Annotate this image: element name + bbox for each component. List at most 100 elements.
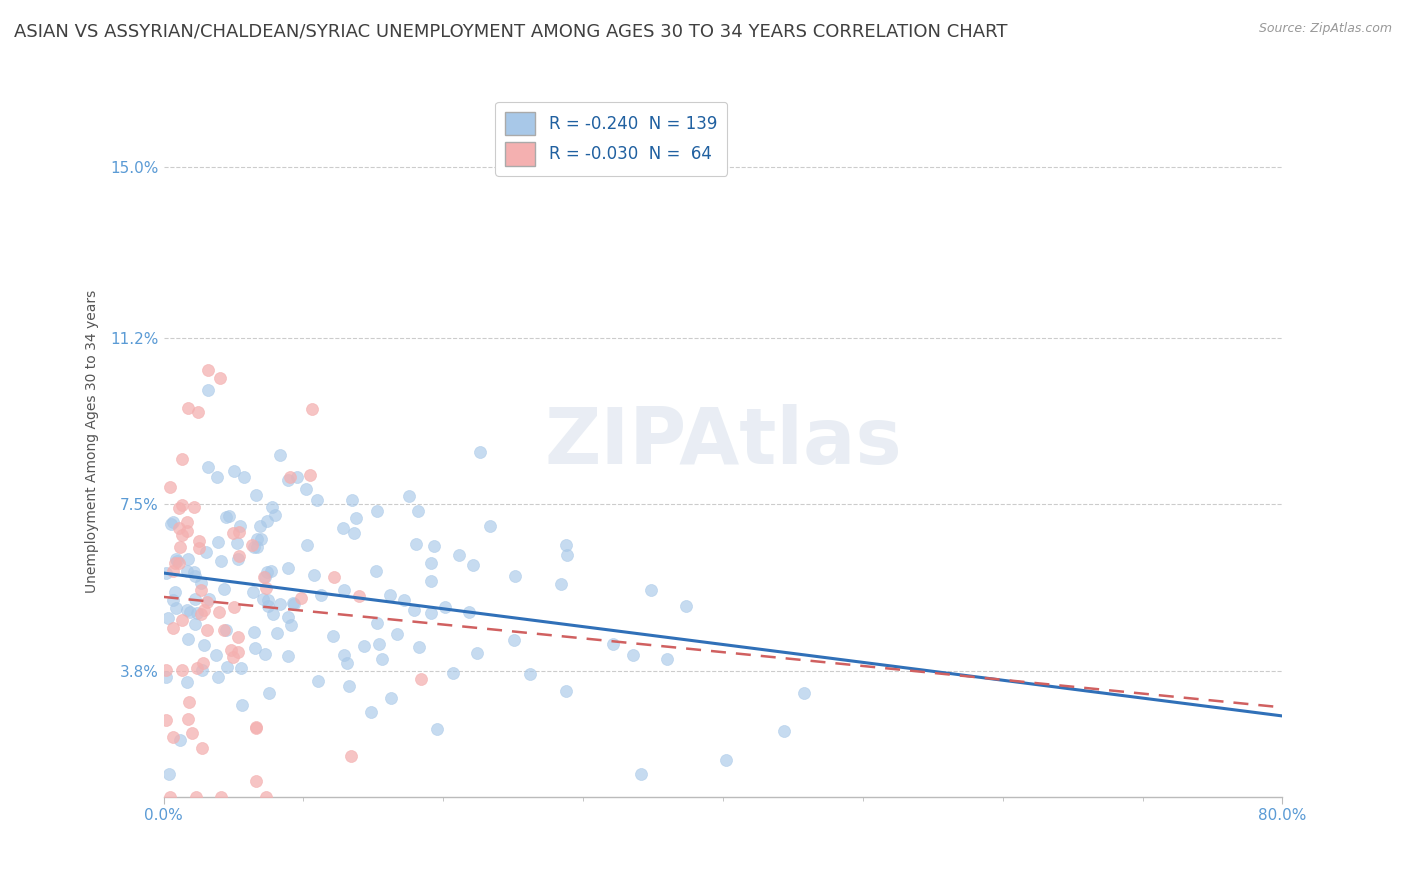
Point [191, 741, 214, 756]
Point [380, 588, 402, 602]
Point [257, 599, 280, 613]
Point [277, 561, 299, 575]
Point [193, 638, 215, 652]
Point [256, 565, 278, 579]
Point [195, 623, 218, 637]
Point [245, 488, 267, 502]
Point [283, 597, 305, 611]
Point [169, 540, 191, 554]
Point [156, 611, 179, 625]
Point [502, 633, 524, 648]
Point [184, 789, 207, 804]
Point [176, 515, 198, 529]
Point [176, 565, 198, 579]
Point [165, 585, 187, 599]
Point [218, 508, 240, 523]
Point [262, 607, 284, 622]
Point [166, 554, 188, 568]
Point [772, 723, 794, 738]
Point [479, 519, 502, 533]
Point [231, 698, 253, 712]
Point [360, 705, 382, 719]
Point [191, 656, 214, 670]
Point [277, 610, 299, 624]
Point [172, 498, 194, 512]
Point [343, 526, 366, 541]
Point [183, 569, 205, 583]
Point [503, 569, 526, 583]
Point [380, 690, 402, 705]
Point [226, 630, 249, 644]
Point [212, 623, 235, 637]
Point [621, 648, 644, 662]
Point [307, 674, 329, 689]
Point [347, 589, 370, 603]
Point [420, 607, 443, 621]
Legend: R = -0.240  N = 139, R = -0.030  N =  64: R = -0.240 N = 139, R = -0.030 N = 64 [495, 102, 727, 176]
Point [246, 540, 269, 554]
Point [423, 539, 446, 553]
Point [295, 539, 318, 553]
Point [333, 583, 356, 598]
Point [602, 637, 624, 651]
Point [406, 504, 429, 518]
Point [155, 713, 177, 727]
Point [252, 592, 274, 607]
Point [260, 500, 283, 514]
Point [408, 640, 430, 654]
Point [304, 568, 326, 582]
Point [309, 588, 332, 602]
Point [402, 603, 425, 617]
Point [405, 536, 427, 550]
Point [793, 686, 815, 700]
Point [242, 585, 264, 599]
Point [458, 605, 481, 619]
Point [550, 577, 572, 591]
Point [165, 601, 187, 615]
Point [190, 582, 212, 597]
Point [299, 467, 322, 482]
Point [283, 596, 305, 610]
Point [155, 566, 177, 581]
Point [176, 674, 198, 689]
Point [163, 557, 186, 571]
Text: Source: ZipAtlas.com: Source: ZipAtlas.com [1258, 22, 1392, 36]
Point [186, 661, 208, 675]
Point [555, 548, 578, 562]
Point [219, 643, 242, 657]
Point [183, 565, 205, 579]
Point [336, 656, 359, 670]
Point [172, 528, 194, 542]
Point [165, 552, 187, 566]
Point [179, 605, 201, 619]
Point [655, 652, 678, 666]
Point [253, 570, 276, 584]
Point [167, 556, 190, 570]
Point [197, 592, 219, 607]
Point [433, 599, 456, 614]
Point [260, 564, 283, 578]
Point [371, 651, 394, 665]
Point [253, 647, 276, 661]
Point [250, 532, 273, 546]
Point [323, 570, 346, 584]
Point [269, 597, 291, 611]
Point [197, 362, 219, 376]
Point [212, 582, 235, 596]
Point [226, 645, 249, 659]
Point [162, 730, 184, 744]
Point [207, 469, 229, 483]
Point [225, 536, 247, 550]
Point [228, 525, 250, 540]
Point [337, 679, 360, 693]
Point [187, 405, 209, 419]
Point [409, 672, 432, 686]
Point [195, 545, 218, 559]
Point [245, 721, 267, 735]
Point [364, 565, 387, 579]
Point [162, 593, 184, 607]
Point [209, 553, 232, 567]
Point [307, 493, 329, 508]
Point [640, 582, 662, 597]
Point [385, 627, 408, 641]
